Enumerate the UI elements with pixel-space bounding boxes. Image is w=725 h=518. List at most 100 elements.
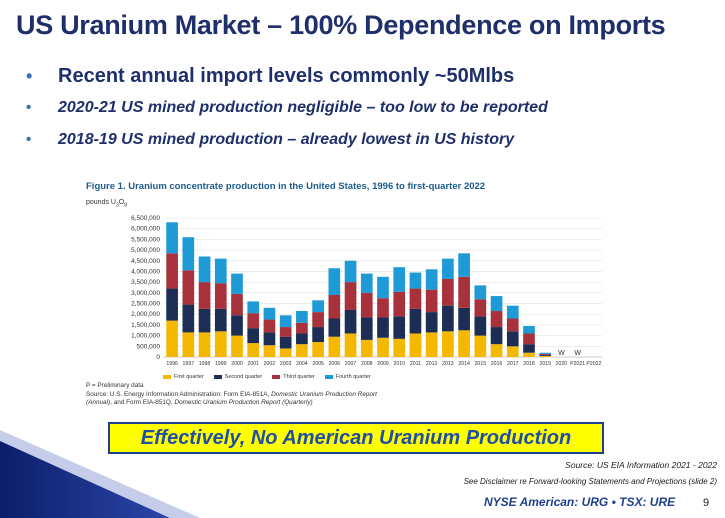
bar-segment bbox=[442, 258, 454, 279]
y-tick-label: 3,500,000 bbox=[131, 279, 160, 286]
x-tick-label: P2022 bbox=[586, 361, 601, 367]
bar-segment bbox=[506, 331, 519, 347]
legend-swatch bbox=[213, 374, 222, 379]
y-tick-label: 2,000,000 bbox=[131, 311, 160, 318]
x-tick-label: 1998 bbox=[199, 361, 211, 367]
bar-segment bbox=[214, 331, 227, 357]
corner-triangle-light bbox=[0, 430, 200, 518]
bar-segment bbox=[523, 325, 535, 334]
bullet-item: • Recent annual import levels commonly ~… bbox=[20, 62, 710, 96]
bullet-dot: • bbox=[26, 99, 32, 116]
chart-title: Figure 1. Uranium concentrate production… bbox=[86, 181, 486, 192]
bar-segment bbox=[344, 282, 357, 310]
bar-segment bbox=[198, 308, 211, 333]
y-unit-sub: 3 bbox=[115, 202, 119, 209]
x-tick-label: 2000 bbox=[231, 361, 243, 367]
bar-segment bbox=[409, 333, 422, 357]
legend-label: Second quarter bbox=[224, 374, 263, 380]
bar-segment bbox=[231, 315, 243, 336]
bar-segment bbox=[296, 311, 308, 323]
bar-segment bbox=[328, 268, 341, 295]
x-tick-label: 2011 bbox=[410, 361, 421, 367]
bar-segment bbox=[166, 320, 178, 357]
y-unit-sub2: 8 bbox=[124, 202, 127, 209]
bar-segment bbox=[458, 330, 470, 357]
bar-segment bbox=[312, 327, 324, 343]
source-and-text: , and Form EIA-851Q, bbox=[110, 399, 175, 406]
bullet-text: Recent annual import levels commonly ~50… bbox=[58, 65, 515, 87]
y-unit-tail: O bbox=[118, 199, 125, 206]
bullet-dot: • bbox=[26, 131, 32, 148]
bullet-item: • 2018-19 US mined production – already … bbox=[20, 128, 710, 160]
bar-segment bbox=[263, 307, 276, 320]
x-tick-label: 2001 bbox=[247, 361, 259, 367]
bar-segment bbox=[442, 278, 454, 306]
x-tick-label: 2007 bbox=[345, 361, 357, 367]
bar-segment bbox=[539, 353, 552, 355]
bar-segment bbox=[523, 352, 535, 357]
bar-segment bbox=[360, 273, 373, 293]
bar-segment bbox=[377, 298, 389, 318]
chart-legend: First quarter Second quarter Third quarter… bbox=[163, 374, 371, 380]
bar-segment bbox=[523, 333, 535, 345]
bar-segment bbox=[279, 348, 292, 357]
bar-segment bbox=[263, 332, 276, 346]
y-tick-label: 1,000,000 bbox=[131, 333, 160, 340]
x-tick-label: 2006 bbox=[329, 361, 341, 367]
x-tick-label: 2019 bbox=[539, 361, 551, 367]
bar-segment bbox=[490, 344, 503, 357]
x-tick-label: 1996 bbox=[166, 361, 178, 367]
y-tick-label: 6,500,000 bbox=[131, 215, 160, 222]
x-tick-label: 2016 bbox=[491, 361, 503, 367]
legend-label: First quarter bbox=[174, 374, 204, 380]
bar-segment bbox=[247, 313, 260, 329]
bar-segment bbox=[214, 308, 227, 332]
x-tick-label: 1997 bbox=[183, 361, 195, 367]
bar-segment bbox=[198, 256, 211, 283]
x-tick-label: 2004 bbox=[296, 361, 308, 367]
stock-ticker: NYSE American: URG • TSX: URE bbox=[484, 495, 676, 509]
bar-withheld-label: W bbox=[574, 350, 581, 357]
legend-item: First quarter bbox=[163, 374, 204, 380]
bar-segment bbox=[296, 333, 308, 345]
y-tick-label: 3,000,000 bbox=[131, 290, 160, 297]
bar-segment bbox=[474, 335, 487, 357]
y-tick-label: 4,500,000 bbox=[131, 258, 160, 265]
chart-note-preliminary: P = Preliminary data bbox=[86, 382, 144, 389]
bullet-text: 2018-19 US mined production – already lo… bbox=[58, 131, 515, 148]
page-number: 9 bbox=[703, 497, 710, 509]
bar-segment bbox=[425, 269, 438, 290]
bar-segment bbox=[247, 343, 260, 357]
source-citation: Source: US EIA Information 2021 - 2022 bbox=[565, 460, 717, 470]
bar-segment bbox=[198, 332, 211, 357]
x-tick-label: 2015 bbox=[475, 361, 487, 367]
bullet-dot: • bbox=[26, 66, 33, 86]
bar-segment bbox=[474, 285, 487, 300]
bar-segment bbox=[474, 299, 487, 317]
legend-swatch bbox=[272, 374, 281, 379]
bar-segment bbox=[425, 332, 438, 357]
bar-segment bbox=[263, 345, 276, 357]
conclusion-banner: Effectively, No American Uranium Product… bbox=[108, 422, 604, 454]
bar-segment bbox=[231, 335, 243, 357]
legend-swatch bbox=[324, 374, 333, 379]
bar-segment bbox=[490, 311, 503, 328]
y-tick-label: 2,500,000 bbox=[131, 301, 160, 308]
bullet-item: • 2020-21 US mined production negligible… bbox=[20, 96, 710, 128]
bar-segment bbox=[539, 354, 552, 356]
bar-segment bbox=[458, 307, 470, 331]
legend-item: Fourth quarter bbox=[324, 374, 371, 380]
bar-segment bbox=[377, 317, 389, 338]
chart-note-source: Source: U.S. Energy Information Administ… bbox=[86, 391, 377, 400]
legend-swatch bbox=[163, 374, 171, 379]
bar-segment bbox=[214, 258, 227, 284]
bar-segment bbox=[166, 222, 178, 254]
bar-segment bbox=[409, 272, 422, 289]
x-tick-label: P2021 bbox=[570, 361, 585, 367]
bar-segment bbox=[377, 276, 389, 299]
bar-segment bbox=[231, 273, 243, 294]
x-tick-label: 2010 bbox=[393, 361, 405, 367]
bar-segment bbox=[344, 260, 357, 283]
y-tick-label: 0 bbox=[156, 354, 160, 361]
